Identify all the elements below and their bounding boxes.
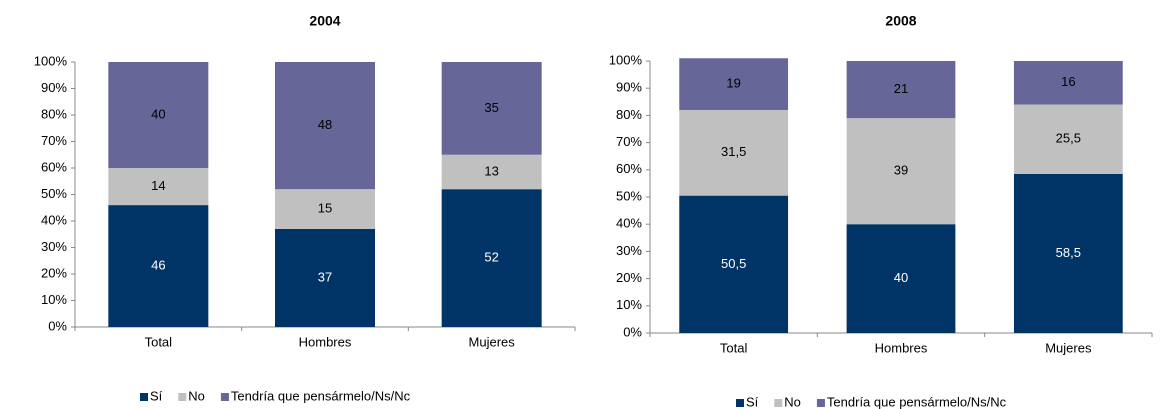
data-label: 58,5 bbox=[1056, 245, 1081, 260]
y-tick-label: 20% bbox=[616, 270, 642, 285]
bar-segment bbox=[846, 118, 956, 225]
legend-swatch bbox=[774, 399, 783, 407]
y-tick-label: 20% bbox=[41, 265, 67, 280]
data-label: 16 bbox=[1061, 74, 1075, 89]
x-tick-label: Total bbox=[720, 340, 748, 355]
legend-label: Sí bbox=[150, 388, 163, 403]
y-tick-label: 30% bbox=[41, 239, 67, 254]
chart-title: 2004 bbox=[309, 13, 340, 29]
data-label: 19 bbox=[726, 76, 740, 91]
bar-segment bbox=[679, 109, 789, 196]
data-label: 46 bbox=[151, 257, 165, 272]
y-tick-label: 10% bbox=[41, 292, 67, 307]
legend-label: Sí bbox=[746, 394, 759, 409]
bar-segment bbox=[679, 195, 789, 333]
y-tick-label: 50% bbox=[616, 188, 642, 203]
y-tick-label: 100% bbox=[609, 52, 643, 67]
bar-segment bbox=[846, 61, 956, 119]
bar-segment bbox=[441, 189, 542, 327]
legend-swatch bbox=[816, 399, 825, 407]
y-tick-label: 100% bbox=[34, 53, 68, 68]
data-label: 14 bbox=[151, 178, 165, 193]
chart-title: 2008 bbox=[885, 13, 916, 29]
x-tick-label: Hombres bbox=[299, 334, 352, 349]
data-label: 15 bbox=[318, 201, 332, 216]
bar-segment bbox=[1013, 173, 1123, 333]
data-label: 25,5 bbox=[1056, 131, 1081, 146]
legend-label: Tendría que pensármelo/Ns/Nc bbox=[827, 394, 1007, 409]
legend-label: Tendría que pensármelo/Ns/Nc bbox=[231, 388, 411, 403]
data-label: 50,5 bbox=[721, 256, 746, 271]
y-tick-label: 90% bbox=[41, 80, 67, 95]
data-label: 35 bbox=[484, 100, 498, 115]
legend-swatch bbox=[140, 393, 148, 401]
x-tick-label: Hombres bbox=[875, 340, 928, 355]
data-label: 13 bbox=[484, 163, 498, 178]
x-tick-label: Mujeres bbox=[469, 334, 516, 349]
y-tick-label: 60% bbox=[41, 159, 67, 174]
data-label: 48 bbox=[318, 117, 332, 132]
y-tick-label: 70% bbox=[41, 133, 67, 148]
bar-segment bbox=[846, 224, 956, 333]
y-tick-label: 10% bbox=[616, 297, 642, 312]
y-tick-label: 70% bbox=[616, 134, 642, 149]
x-tick-label: Total bbox=[145, 334, 173, 349]
y-tick-label: 60% bbox=[616, 161, 642, 176]
x-tick-label: Mujeres bbox=[1045, 340, 1092, 355]
bar-segment bbox=[679, 58, 789, 110]
legend-label: No bbox=[188, 388, 205, 403]
bar-segment bbox=[108, 168, 209, 206]
y-tick-label: 40% bbox=[616, 216, 642, 231]
legend-swatch bbox=[220, 393, 229, 401]
bar-segment bbox=[275, 62, 375, 190]
bar-segment bbox=[441, 154, 542, 190]
bar-segment bbox=[275, 228, 375, 327]
bar-segment bbox=[275, 189, 375, 229]
legend-swatch bbox=[736, 399, 744, 407]
y-tick-label: 40% bbox=[41, 212, 67, 227]
y-tick-label: 90% bbox=[616, 80, 642, 95]
bar-segment bbox=[108, 62, 209, 168]
bar-segment bbox=[1013, 61, 1123, 105]
y-tick-label: 30% bbox=[616, 243, 642, 258]
bar-segment bbox=[1013, 104, 1123, 174]
data-label: 31,5 bbox=[721, 144, 746, 159]
legend-swatch bbox=[178, 393, 187, 401]
data-label: 37 bbox=[318, 269, 332, 284]
bar-segment bbox=[441, 62, 542, 155]
y-tick-label: 50% bbox=[41, 186, 67, 201]
data-label: 40 bbox=[151, 106, 165, 121]
data-label: 52 bbox=[484, 250, 498, 265]
y-tick-label: 0% bbox=[623, 324, 642, 339]
data-label: 39 bbox=[894, 163, 908, 178]
y-tick-label: 80% bbox=[41, 106, 67, 121]
y-tick-label: 0% bbox=[48, 318, 67, 333]
data-label: 21 bbox=[894, 81, 908, 96]
bar-segment bbox=[108, 205, 209, 327]
legend-label: No bbox=[784, 394, 801, 409]
y-tick-label: 80% bbox=[616, 107, 642, 122]
data-label: 40 bbox=[894, 270, 908, 285]
